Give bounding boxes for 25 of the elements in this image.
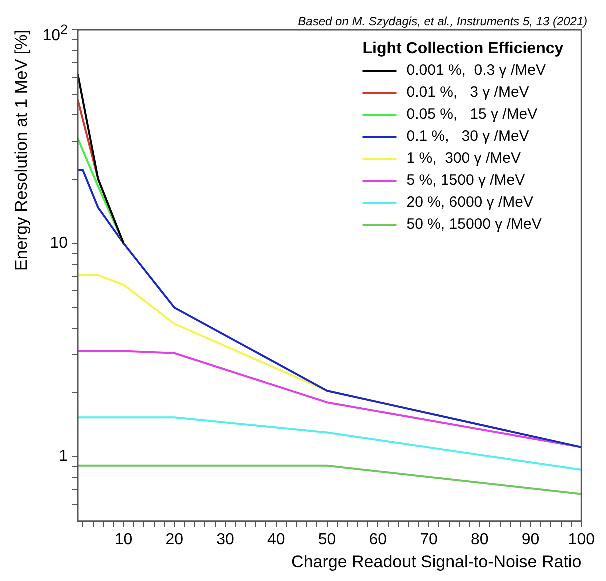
x-tick-label: 30 (216, 531, 235, 548)
legend-label: 5 %, 1500 γ /MeV (406, 172, 526, 190)
x-tick-label: 40 (268, 531, 286, 548)
legend-label: 50 %, 15000 γ /MeV (406, 216, 542, 234)
legend-label: 0.1 %, 30 γ /MeV (406, 128, 530, 146)
x-tick-label: 60 (369, 531, 388, 548)
text: Based on M. Szydagis, et al., Instruments 5, 13 (2021) (298, 14, 588, 28)
legend-label: 0.05 %, 15 γ /MeV (406, 106, 538, 124)
legend-title: Light Collection Efficiency (362, 40, 564, 58)
x-tick-label: 10 (114, 531, 133, 548)
legend-label: 0.01 %, 3 γ /MeV (406, 84, 530, 102)
x-tick-label: 100 (568, 531, 596, 548)
y-tick-label: 1 (59, 447, 68, 468)
x-tick-label: 70 (420, 531, 438, 548)
y-axis-title: Energy Resolution at 1 MeV [%] (12, 30, 31, 271)
legend-label: 1 %, 300 γ /MeV (406, 150, 521, 168)
x-tick-label: 50 (318, 531, 336, 548)
y-tick-label: 10$^{2}$ (42, 21, 68, 46)
x-tick-label: 90 (522, 531, 540, 548)
legend-label: 20 %, 6000 γ /MeV (406, 194, 534, 212)
legend-label: 0.001 %, 0.3 γ /MeV (406, 62, 546, 80)
x-tick-label: 20 (166, 531, 184, 548)
y-tick-label: 10 (50, 234, 68, 254)
x-tick-label: 80 (471, 531, 489, 548)
x-axis-title: Charge Readout Signal-to-Noise Ratio (292, 552, 582, 572)
